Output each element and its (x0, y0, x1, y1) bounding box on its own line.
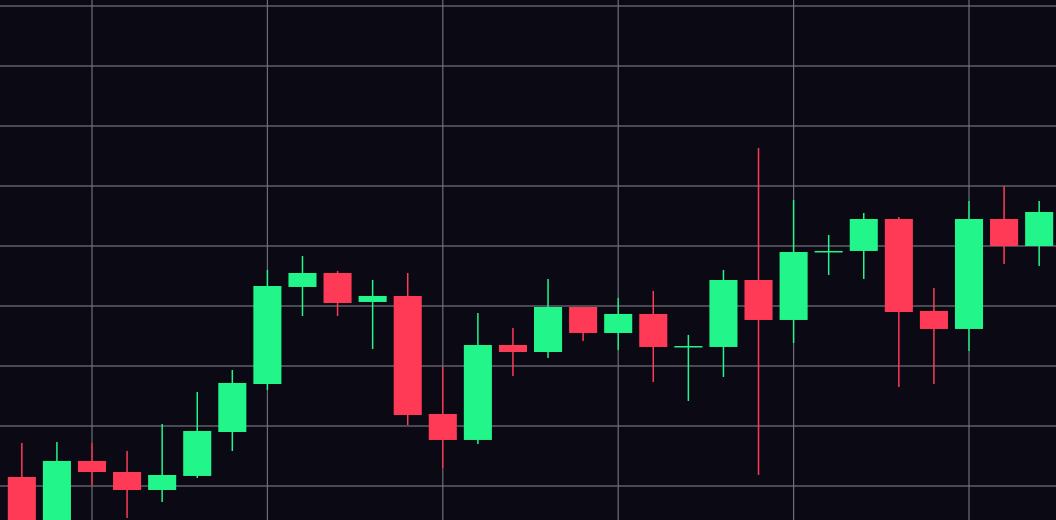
candle-body (7, 476, 36, 520)
candle-body (358, 295, 387, 302)
candle-body (534, 307, 563, 353)
candle-body (323, 272, 352, 303)
candle-body (42, 460, 71, 520)
candle-body (253, 286, 282, 384)
candle-body (498, 344, 527, 353)
candle-body (744, 280, 773, 320)
candle-body (569, 307, 598, 333)
candle-body (990, 218, 1019, 246)
candle-body (709, 280, 738, 347)
candle-body (218, 382, 247, 432)
candle-body (884, 218, 913, 312)
candle-body (779, 251, 808, 320)
candle-body (814, 250, 843, 253)
candle-body (639, 313, 668, 347)
candle-body (428, 413, 457, 440)
candle-body (77, 460, 107, 473)
candle-body (463, 344, 492, 440)
candle-body (393, 295, 422, 416)
candle-body (183, 430, 212, 476)
candle-body (113, 472, 142, 491)
candle-body (954, 218, 984, 329)
candle-body (1025, 211, 1054, 246)
candle-body (919, 310, 948, 329)
candle-body (604, 313, 633, 333)
candle-body (674, 346, 703, 348)
candle-body (148, 475, 177, 491)
candle-body (288, 272, 317, 287)
candle-body (849, 218, 878, 251)
